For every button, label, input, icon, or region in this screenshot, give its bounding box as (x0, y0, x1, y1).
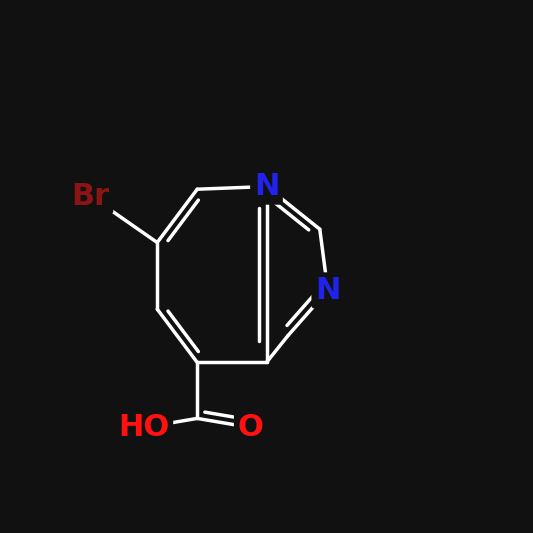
Text: Br: Br (71, 182, 110, 211)
Text: O: O (238, 413, 263, 442)
Text: HO: HO (118, 413, 169, 442)
Text: N: N (315, 276, 341, 305)
Text: N: N (254, 172, 279, 201)
